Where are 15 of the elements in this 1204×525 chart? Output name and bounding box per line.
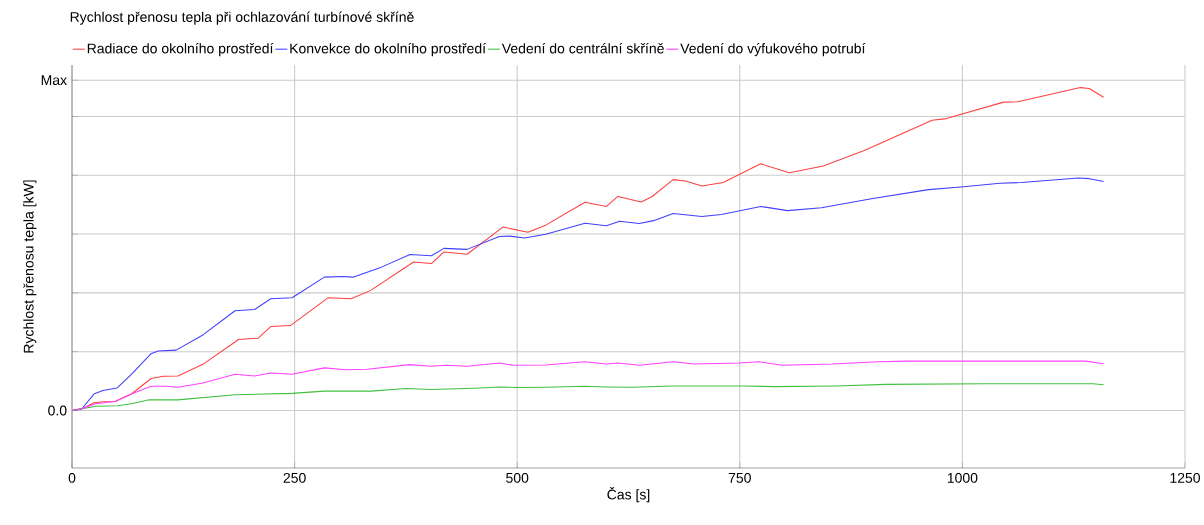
legend-label: Vedení do výfukového potrubí <box>680 42 866 57</box>
x-axis-title: Čas [s] <box>607 487 650 503</box>
x-tick-label: 1250 <box>1170 472 1201 483</box>
x-tick-label: 0 <box>68 472 76 483</box>
legend-label: Radiace do okolního prostředí <box>87 42 274 57</box>
legend-label: Vedení do centrální skříně <box>501 42 664 54</box>
x-tick-label: 750 <box>728 472 751 483</box>
chart-title: Rychlost přenosu tepla při ochlazování turbínové skříně <box>70 11 414 25</box>
x-tick-label: 500 <box>506 472 529 483</box>
legend-label: Konvekce do okolního prostředí <box>290 42 486 57</box>
x-tick-label: 250 <box>283 472 306 483</box>
text: Max <box>41 75 67 86</box>
x-tick-label: 1000 <box>947 472 978 483</box>
y-axis-title: Rychlost přenosu tepla [kW] <box>23 180 37 353</box>
text: 0.0 <box>48 405 67 416</box>
